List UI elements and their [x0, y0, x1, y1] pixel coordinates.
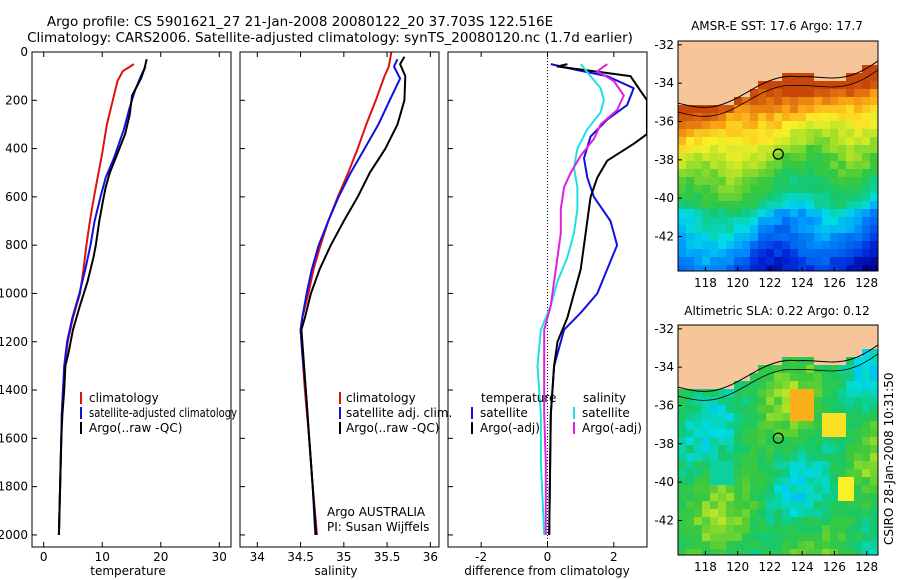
- legend-group-temperature: temperature: [481, 391, 556, 405]
- lat-tick-label: -38: [654, 153, 674, 167]
- lon-tick-label: 122: [758, 276, 781, 290]
- legend-sal-argo-adj: Argo(-adj): [582, 421, 642, 435]
- figure-title-line-2: Climatology: CARS2006. Satellite-adjuste…: [27, 30, 633, 46]
- depth-tick-label: 1800: [0, 480, 28, 494]
- lat-tick-label: -34: [654, 360, 674, 374]
- legend-argo-raw: Argo(..raw -QC): [89, 421, 182, 435]
- lat-tick-label: -34: [654, 76, 674, 90]
- legend-climatology: climatology: [89, 391, 159, 405]
- salinity-panel: 34 34.5 35 35.5 36 salinity climatology sate…: [239, 51, 452, 578]
- annotation-pi: PI: Susan Wijffels: [327, 520, 429, 534]
- x-tick-label: 20: [153, 550, 168, 564]
- lat-tick-label: -40: [654, 191, 674, 205]
- x-tick-label: 36: [423, 550, 438, 564]
- salinity-axis-label: salinity: [314, 564, 357, 578]
- legend-argo-raw-sal: Argo(..raw -QC): [346, 421, 439, 435]
- x-tick-label: 0: [40, 550, 48, 564]
- series-line-1-2: [300, 56, 407, 535]
- sst-map: AMSR-E SST: 17.6 Argo: 17.7 118 120 122 124…: [654, 19, 879, 290]
- temperature-axis-label: temperature: [90, 564, 165, 578]
- salinity-legend: climatology satellite adj. clim. Argo(..…: [339, 391, 452, 435]
- lon-tick-label: 126: [823, 560, 846, 574]
- lat-tick-label: -42: [654, 230, 674, 244]
- lon-tick-label: 120: [726, 560, 749, 574]
- x-tick-label: 34.5: [287, 550, 314, 564]
- legend-satellite-adjusted: satellite-adjusted climatology: [89, 406, 237, 420]
- x-tick-label: 10: [95, 550, 110, 564]
- depth-tick-label: 0: [20, 45, 28, 59]
- difference-panel: -2 0 2 difference from climatology tempera…: [447, 51, 648, 578]
- sla-map-title: Altimetric SLA: 0.22 Argo: 0.12: [684, 304, 869, 318]
- depth-tick-label: 1600: [0, 431, 28, 445]
- lon-tick-label: 128: [855, 276, 878, 290]
- lon-tick-label: 124: [791, 276, 814, 290]
- depth-tick-label: 2000: [0, 528, 28, 542]
- lat-tick-label: -36: [654, 115, 674, 129]
- series-line-0-2: [57, 58, 148, 535]
- lat-tick-label: -32: [654, 38, 674, 52]
- x-tick-label: 35: [336, 550, 351, 564]
- depth-tick-label: 200: [5, 93, 28, 107]
- legend-group-salinity: salinity: [583, 391, 626, 405]
- lon-tick-label: 118: [694, 560, 717, 574]
- depth-tick-label: 600: [5, 190, 28, 204]
- series-line-0-1: [57, 66, 147, 535]
- series-line-2-1: [548, 63, 647, 535]
- lon-tick-label: 128: [855, 560, 878, 574]
- lat-tick-label: -40: [654, 475, 674, 489]
- lon-tick-label: 124: [791, 560, 814, 574]
- series-line-2-2: [536, 63, 605, 535]
- x-tick-label: 35.5: [374, 550, 401, 564]
- csiro-timestamp: CSIRO 28-Jan-2008 10:31:50: [882, 373, 896, 545]
- x-tick-label: 34: [250, 550, 265, 564]
- x-tick-label: 0: [544, 550, 552, 564]
- lat-tick-label: -42: [654, 514, 674, 528]
- lat-tick-label: -32: [654, 322, 674, 336]
- lon-tick-label: 118: [694, 276, 717, 290]
- x-tick-label: 2: [610, 550, 618, 564]
- legend-temp-satellite: satellite: [480, 406, 528, 420]
- legend-temp-argo-adj: Argo(-adj): [480, 421, 540, 435]
- depth-tick-label: 800: [5, 238, 28, 252]
- difference-axis-label: difference from climatology: [464, 564, 630, 578]
- legend-sal-satellite: satellite: [582, 406, 630, 420]
- depth-tick-label: 1400: [0, 383, 28, 397]
- argo-float-marker: [772, 432, 784, 444]
- temperature-panel: 0 10 20 30 0 200 400 600 800 1000 1200 1400 1600 180…: [0, 45, 237, 578]
- annotation-argo-australia: Argo AUSTRALIA: [327, 505, 426, 519]
- series-line-2-3: [543, 63, 625, 535]
- legend-climatology-sal: climatology: [346, 391, 416, 405]
- series-line-2-0: [548, 63, 635, 535]
- legend-satellite-adj-sal: satellite adj. clim.: [346, 406, 452, 420]
- depth-tick-label: 1000: [0, 286, 28, 300]
- x-tick-label: 30: [212, 550, 227, 564]
- lon-tick-label: 122: [758, 560, 781, 574]
- lon-tick-label: 120: [726, 276, 749, 290]
- figure-title-line-1: Argo profile: CS 5901621_27 21-Jan-2008 …: [47, 14, 553, 30]
- sla-map: Altimetric SLA: 0.22 Argo: 0.12 118 120 12…: [654, 304, 879, 574]
- lon-tick-label: 126: [823, 276, 846, 290]
- depth-tick-label: 1200: [0, 335, 28, 349]
- lat-tick-label: -38: [654, 437, 674, 451]
- sst-map-title: AMSR-E SST: 17.6 Argo: 17.7: [691, 19, 863, 33]
- x-tick-label: -2: [475, 550, 487, 564]
- lat-tick-label: -36: [654, 399, 674, 413]
- argo-float-marker: [772, 148, 784, 160]
- difference-legend: temperature salinity satellite Argo(-adj…: [471, 391, 642, 435]
- temperature-legend: climatology satellite-adjusted climatolo…: [80, 391, 237, 435]
- series-line-1-1: [299, 58, 402, 535]
- depth-tick-label: 400: [5, 142, 28, 156]
